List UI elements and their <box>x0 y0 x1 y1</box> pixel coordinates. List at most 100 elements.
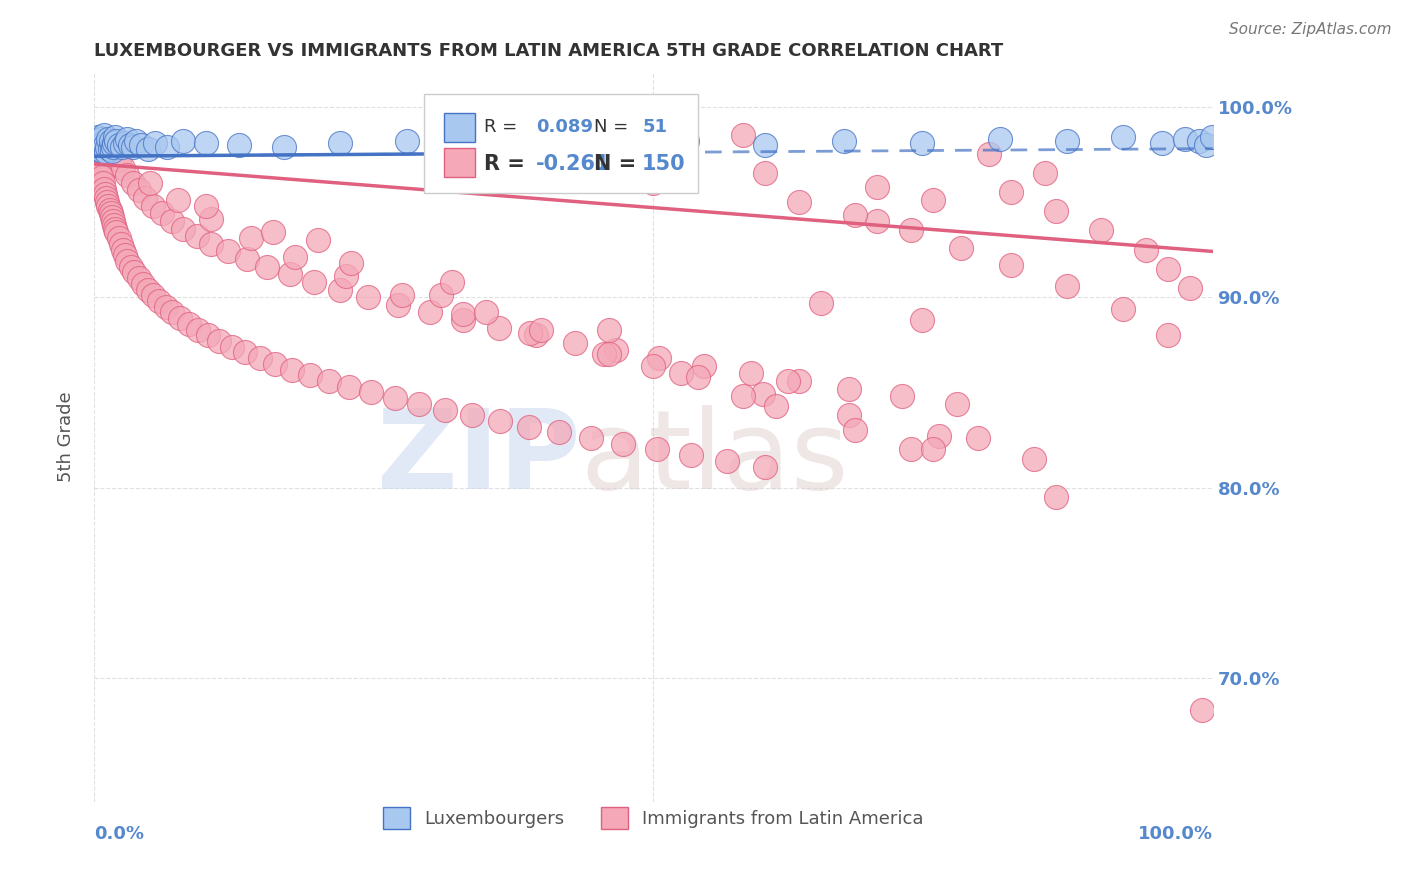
Point <box>754 459 776 474</box>
Point <box>838 382 860 396</box>
Legend: Luxembourgers, Immigrants from Latin America: Luxembourgers, Immigrants from Latin Ame… <box>375 800 931 837</box>
Point <box>579 431 602 445</box>
Point <box>360 385 382 400</box>
Point <box>228 137 250 152</box>
Point <box>90 170 112 185</box>
Point <box>84 142 107 156</box>
Text: R =: R = <box>485 118 517 136</box>
Point <box>844 424 866 438</box>
Point <box>1090 223 1112 237</box>
Point <box>676 134 699 148</box>
Point <box>162 305 184 319</box>
Point <box>451 313 474 327</box>
Text: N =: N = <box>593 118 628 136</box>
Point <box>256 260 278 274</box>
Y-axis label: 5th Grade: 5th Grade <box>58 392 75 483</box>
Point <box>548 425 571 440</box>
Point <box>1045 490 1067 504</box>
Point <box>105 226 128 240</box>
Point <box>98 142 121 156</box>
Point <box>922 442 945 457</box>
Point <box>101 139 124 153</box>
Point <box>162 214 184 228</box>
Point <box>304 275 326 289</box>
Point <box>93 181 115 195</box>
Point <box>949 241 972 255</box>
Point <box>132 277 155 291</box>
Point <box>89 139 111 153</box>
Point <box>134 191 156 205</box>
Point <box>605 343 627 358</box>
Point <box>434 402 457 417</box>
Point <box>1157 328 1180 343</box>
Point <box>900 442 922 457</box>
Point <box>172 221 194 235</box>
Point <box>832 134 855 148</box>
Point <box>335 269 357 284</box>
Point <box>122 176 145 190</box>
Point <box>1000 186 1022 200</box>
Point <box>150 206 173 220</box>
Point <box>1188 134 1211 148</box>
Point <box>128 271 150 285</box>
Text: R =: R = <box>485 153 526 174</box>
Point <box>838 408 860 422</box>
Point <box>463 137 485 152</box>
Point <box>429 288 451 302</box>
Point <box>451 307 474 321</box>
Point <box>593 347 616 361</box>
Point <box>866 179 889 194</box>
Point <box>273 139 295 153</box>
Bar <box>444 147 475 177</box>
Point <box>1112 301 1135 316</box>
Point <box>648 351 671 365</box>
Point <box>100 134 122 148</box>
Point <box>740 367 762 381</box>
Point <box>1022 452 1045 467</box>
Point <box>117 168 139 182</box>
Point <box>96 191 118 205</box>
Point <box>86 147 108 161</box>
Point <box>90 164 112 178</box>
Point <box>104 130 127 145</box>
Point <box>117 132 139 146</box>
Point <box>844 208 866 222</box>
Point <box>810 296 832 310</box>
Point <box>612 437 634 451</box>
Point <box>97 132 120 146</box>
Point <box>1033 166 1056 180</box>
Point <box>686 370 709 384</box>
Text: LUXEMBOURGER VS IMMIGRANTS FROM LATIN AMERICA 5TH GRADE CORRELATION CHART: LUXEMBOURGER VS IMMIGRANTS FROM LATIN AM… <box>94 42 1002 60</box>
Point <box>1174 132 1197 146</box>
Point <box>91 176 114 190</box>
Point <box>384 391 406 405</box>
Point <box>142 288 165 302</box>
Point <box>91 136 114 150</box>
Text: atlas: atlas <box>581 406 849 513</box>
Point <box>142 199 165 213</box>
Point <box>107 137 129 152</box>
Point <box>408 397 430 411</box>
Point <box>249 351 271 365</box>
Point <box>84 142 107 156</box>
Point <box>90 144 112 158</box>
Point <box>329 283 352 297</box>
Text: 100.0%: 100.0% <box>1137 824 1213 843</box>
Point <box>716 454 738 468</box>
Point <box>128 184 150 198</box>
Point <box>731 128 754 143</box>
Point <box>598 347 620 361</box>
Point <box>1135 243 1157 257</box>
Point <box>156 139 179 153</box>
Point <box>122 265 145 279</box>
Text: 0.0%: 0.0% <box>94 824 143 843</box>
Point <box>524 328 547 343</box>
Point <box>645 442 668 457</box>
Point <box>754 166 776 180</box>
Point <box>911 136 934 150</box>
Point <box>945 397 967 411</box>
Point <box>396 134 419 148</box>
Point <box>197 328 219 343</box>
Point <box>866 214 889 228</box>
Point <box>111 243 134 257</box>
